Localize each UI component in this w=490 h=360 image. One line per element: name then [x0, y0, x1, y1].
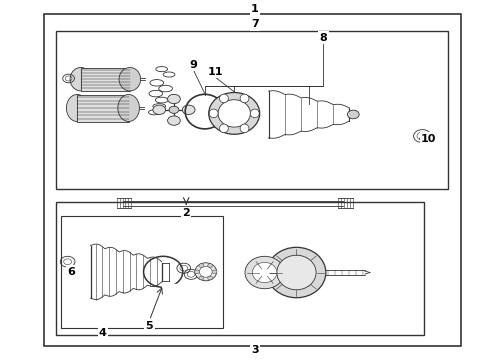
Ellipse shape	[208, 264, 213, 267]
Text: 11: 11	[208, 67, 223, 77]
Ellipse shape	[240, 124, 249, 133]
Text: 6: 6	[67, 267, 75, 277]
Bar	[81, 68, 130, 91]
Ellipse shape	[267, 247, 326, 298]
Ellipse shape	[250, 109, 259, 118]
Text: 9: 9	[190, 60, 197, 70]
Ellipse shape	[220, 124, 228, 133]
Ellipse shape	[169, 106, 179, 113]
Text: 4: 4	[99, 328, 107, 338]
Text: 7: 7	[251, 19, 259, 30]
Ellipse shape	[240, 94, 249, 103]
Ellipse shape	[218, 100, 250, 127]
Ellipse shape	[277, 255, 316, 290]
Bar	[61, 216, 223, 328]
Text: 3: 3	[251, 345, 259, 355]
Ellipse shape	[208, 276, 213, 280]
Text: 8: 8	[319, 33, 327, 43]
Ellipse shape	[199, 266, 212, 277]
Text: 5: 5	[146, 321, 153, 331]
Ellipse shape	[195, 270, 199, 274]
Bar	[77, 94, 128, 122]
Ellipse shape	[168, 94, 180, 104]
Ellipse shape	[347, 110, 359, 119]
Bar	[44, 14, 461, 346]
Ellipse shape	[168, 116, 180, 125]
Ellipse shape	[67, 94, 88, 122]
Ellipse shape	[245, 256, 284, 289]
Text: 10: 10	[421, 134, 437, 144]
Ellipse shape	[119, 68, 141, 91]
Ellipse shape	[199, 264, 204, 267]
Ellipse shape	[220, 94, 228, 103]
Ellipse shape	[212, 270, 217, 274]
Ellipse shape	[199, 276, 204, 280]
Text: 1: 1	[251, 4, 259, 14]
Ellipse shape	[70, 68, 92, 91]
Ellipse shape	[209, 93, 260, 134]
Ellipse shape	[118, 94, 140, 122]
Ellipse shape	[195, 263, 217, 281]
Ellipse shape	[182, 105, 195, 114]
Bar	[56, 31, 448, 189]
Ellipse shape	[252, 262, 277, 283]
Bar	[56, 202, 424, 335]
Ellipse shape	[209, 109, 218, 118]
Text: 2: 2	[182, 208, 190, 218]
Ellipse shape	[153, 105, 166, 114]
